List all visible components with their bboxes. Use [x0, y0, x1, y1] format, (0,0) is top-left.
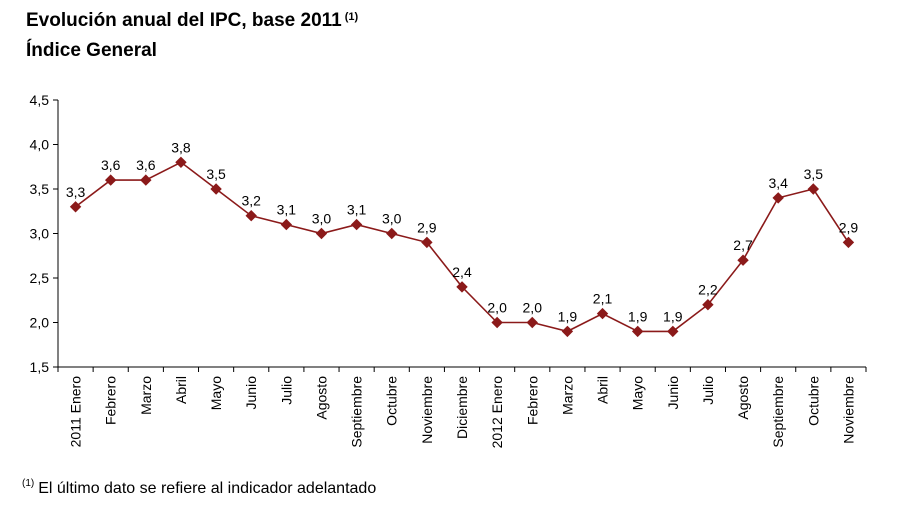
y-tick-label: 3,0 — [30, 226, 50, 242]
x-tick-label: Marzo — [138, 376, 154, 415]
data-point — [667, 325, 679, 338]
data-point — [280, 218, 293, 231]
x-tick-label: Marzo — [559, 376, 575, 415]
data-label: 3,1 — [347, 202, 367, 218]
data-label: 3,2 — [241, 193, 261, 209]
chart-title-text: Evolución anual del IPC, base 2011 — [26, 10, 342, 31]
data-point — [772, 192, 784, 204]
data-label: 2,7 — [733, 237, 753, 253]
data-label: 2,1 — [593, 291, 613, 307]
data-label: 3,8 — [171, 139, 191, 155]
data-point — [386, 227, 398, 240]
data-point — [807, 183, 820, 195]
data-label: 2,2 — [698, 282, 718, 298]
data-point — [737, 254, 749, 266]
data-point — [596, 307, 609, 320]
x-tick-label: Abril — [173, 376, 189, 404]
chart-title: Evolución anual del IPC, base 2011 (1) — [26, 8, 358, 33]
data-label: 2,0 — [523, 300, 543, 316]
data-point — [702, 298, 714, 311]
x-tick-label: Noviembre — [419, 376, 435, 444]
data-label: 3,0 — [312, 211, 332, 227]
data-point — [350, 218, 363, 231]
data-point — [210, 183, 222, 195]
x-tick-label: Febrero — [524, 376, 540, 425]
data-point — [140, 174, 152, 186]
y-tick-label: 1,5 — [30, 359, 50, 375]
data-point — [456, 281, 468, 293]
x-tick-label: Julio — [278, 376, 294, 405]
data-label: 3,1 — [277, 202, 297, 218]
x-tick-label: Agosto — [313, 376, 329, 420]
data-point — [104, 174, 117, 186]
x-tick-label: Septiembre — [770, 376, 786, 448]
data-point — [69, 201, 82, 213]
y-tick-label: 2,5 — [30, 270, 50, 286]
x-tick-label: Agosto — [735, 376, 751, 420]
data-label: 3,0 — [382, 211, 402, 227]
data-label: 3,3 — [66, 184, 86, 200]
x-tick-label: Junio — [243, 376, 259, 410]
x-tick-label: Mayo — [630, 376, 646, 410]
x-tick-label: Octubre — [384, 376, 400, 426]
x-tick-label: Julio — [700, 376, 716, 405]
line-chart: 1,5 2,0 2,5 3,0 3,5 4,0 4,5 2011 Enero Febrero Ma… — [30, 92, 867, 449]
data-label: 2,4 — [452, 264, 472, 280]
data-point — [421, 236, 433, 249]
y-tick-label: 2,0 — [30, 315, 50, 331]
data-point — [315, 227, 328, 240]
data-point — [561, 325, 574, 338]
data-label: 3,5 — [804, 166, 824, 182]
data-label: 3,6 — [136, 157, 156, 173]
data-label: 3,6 — [101, 157, 121, 173]
data-point — [842, 236, 855, 249]
x-tick-label: 2011 Enero — [68, 376, 84, 448]
data-label: 1,9 — [663, 308, 683, 324]
chart-subtitle: Índice General — [26, 40, 157, 61]
data-label: 2,0 — [487, 300, 507, 316]
x-tick-label: Febrero — [103, 376, 119, 425]
x-tick-label: Junio — [665, 376, 681, 410]
x-tick-label: Mayo — [208, 376, 224, 410]
title-note-mark: (1) — [344, 11, 359, 23]
data-point — [491, 316, 503, 329]
data-label: 3,5 — [206, 166, 226, 182]
footnote-mark: (1) — [22, 478, 35, 489]
y-tick-label: 3,5 — [30, 181, 50, 197]
x-tick-label: 2012 Enero — [489, 376, 505, 449]
data-point — [631, 325, 644, 338]
data-label: 2,9 — [839, 219, 859, 235]
x-tick-label: Abril — [595, 376, 611, 404]
footnote: (1) El último dato se refiere al indicado… — [22, 478, 377, 498]
data-point — [526, 316, 538, 329]
data-point — [175, 156, 187, 169]
x-tick-label: Octubre — [805, 376, 821, 426]
footnote-text: El último dato se refiere al indicador a… — [38, 480, 377, 497]
x-tick-label: Noviembre — [840, 376, 856, 444]
data-point — [245, 209, 257, 222]
y-tick-label: 4,0 — [30, 137, 50, 153]
data-label: 2,9 — [417, 219, 437, 235]
x-tick-label: Diciembre — [454, 376, 470, 439]
data-label: 3,4 — [768, 175, 788, 191]
x-tick-label: Septiembre — [349, 376, 365, 448]
data-label: 1,9 — [628, 308, 648, 324]
y-tick-label: 4,5 — [30, 92, 50, 108]
data-label: 1,9 — [558, 308, 578, 324]
